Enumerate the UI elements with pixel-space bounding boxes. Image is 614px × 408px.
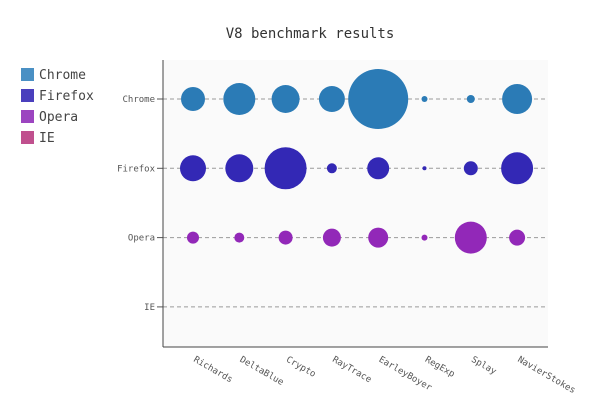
legend-label-chrome: Chrome [39,68,86,83]
legend-item-firefox[interactable]: Firefox [21,89,94,104]
bubble-firefox-deltablue[interactable] [225,154,254,183]
bubble-opera-deltablue[interactable] [234,232,245,243]
bubble-opera-splay[interactable] [454,221,487,254]
legend-swatch-firefox [21,89,34,102]
bubble-chrome-crypto[interactable] [271,85,300,113]
bubble-chrome-splay[interactable] [466,95,475,103]
chart-title: V8 benchmark results [226,26,395,42]
bubble-chrome-regexp[interactable] [421,96,428,102]
bubble-firefox-richards[interactable] [180,155,206,182]
bubble-firefox-raytrace[interactable] [326,163,337,174]
bubble-chrome-richards[interactable] [181,87,205,111]
bubble-firefox-crypto[interactable] [264,147,307,190]
bubble-chrome-navierstokes[interactable] [502,84,533,114]
bubble-chrome-deltablue[interactable] [223,83,256,115]
legend-item-opera[interactable]: Opera [21,110,78,125]
y-tick-label-opera: Opera [128,234,155,244]
bubble-chrome-earleyboyer[interactable] [348,69,409,129]
legend-item-chrome[interactable]: Chrome [21,68,86,83]
y-tick-labels: Chrome Firefox Opera IE [117,95,156,313]
bubbles [180,69,534,254]
bubble-chrome-raytrace[interactable] [318,86,345,112]
bubble-opera-richards[interactable] [187,231,199,244]
legend-item-ie[interactable]: IE [21,131,55,146]
bubble-opera-regexp[interactable] [421,234,428,241]
legend-swatch-chrome [21,68,34,81]
bubble-firefox-earleyboyer[interactable] [367,157,390,180]
bubble-opera-crypto[interactable] [278,230,293,245]
bubble-opera-earleyboyer[interactable] [368,227,389,248]
legend-label-firefox: Firefox [39,89,94,104]
bubble-firefox-regexp[interactable] [422,166,427,171]
y-tick-label-ie: IE [144,303,155,313]
legend-label-ie: IE [39,131,55,146]
legend-swatch-opera [21,110,34,123]
legend[interactable]: Chrome Firefox Opera IE [21,68,94,146]
y-tick-label-chrome: Chrome [122,95,155,105]
legend-label-opera: Opera [39,110,78,125]
bubble-firefox-splay[interactable] [463,161,478,176]
bubble-opera-navierstokes[interactable] [509,229,526,246]
axes [157,60,548,348]
legend-swatch-ie [21,131,34,144]
bubble-firefox-navierstokes[interactable] [501,152,534,185]
y-tick-label-firefox: Firefox [117,164,156,174]
bubble-opera-raytrace[interactable] [322,228,341,247]
